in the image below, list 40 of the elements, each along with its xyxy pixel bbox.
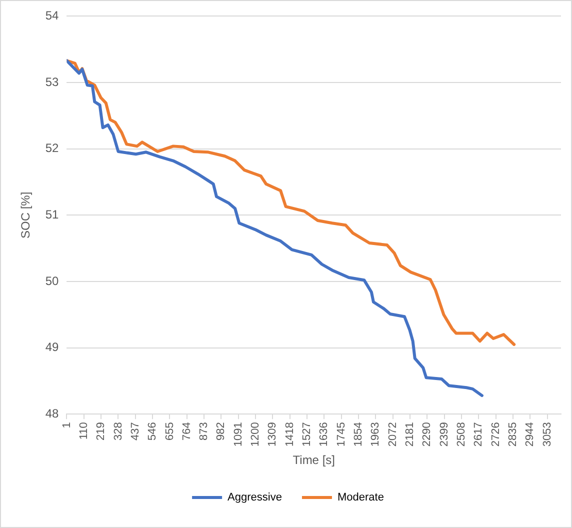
x-tick-label: 873 <box>198 422 210 440</box>
x-tick-label: 1963 <box>370 422 382 447</box>
x-tick-label: 2944 <box>524 422 536 447</box>
y-tick-label: 50 <box>45 274 60 288</box>
y-tick-label: 51 <box>45 207 60 222</box>
x-tick-label: 1200 <box>250 422 262 447</box>
x-tick-label: 546 <box>146 422 159 440</box>
x-tick-label: 982 <box>215 422 228 440</box>
x-tick-label: 1418 <box>284 422 296 447</box>
x-tick-label: 655 <box>164 422 176 440</box>
y-tick-label: 52 <box>45 141 60 156</box>
legend-label: Moderate <box>337 492 384 504</box>
y-tick-label: 53 <box>45 74 60 89</box>
x-tick-label: 1 <box>60 422 73 428</box>
x-tick-label: 2726 <box>490 422 502 447</box>
y-tick-label: 48 <box>45 406 60 420</box>
x-tick-label: 1527 <box>301 422 314 447</box>
x-tick-label: 1745 <box>335 422 348 447</box>
x-tick-label: 764 <box>180 422 193 440</box>
x-tick-label: 2617 <box>472 422 485 447</box>
y-axis-title: SOC [%] <box>18 192 33 239</box>
x-tick-label: 328 <box>112 422 124 440</box>
x-tick-label: 2290 <box>421 422 434 447</box>
x-tick-label: 3053 <box>541 422 554 447</box>
x-tick-label: 1309 <box>266 422 279 447</box>
x-tick-label: 1091 <box>232 422 244 447</box>
x-tick-label: 2835 <box>507 422 520 447</box>
x-axis-title: Time [s] <box>292 453 335 468</box>
x-tick-label: 437 <box>129 422 142 440</box>
x-tick-label: 2181 <box>404 422 416 447</box>
x-tick-label: 2399 <box>438 422 450 447</box>
y-tick-label: 54 <box>45 8 60 23</box>
x-tick-label: 219 <box>95 422 108 440</box>
x-tick-label: 2508 <box>456 422 468 447</box>
x-tick-label: 2072 <box>386 422 399 447</box>
x-tick-label: 1636 <box>318 422 330 447</box>
legend-label: Aggressive <box>228 492 282 504</box>
y-tick-label: 49 <box>45 340 60 354</box>
x-tick-label: 1854 <box>352 422 365 447</box>
x-tick-label: 110 <box>78 422 90 440</box>
